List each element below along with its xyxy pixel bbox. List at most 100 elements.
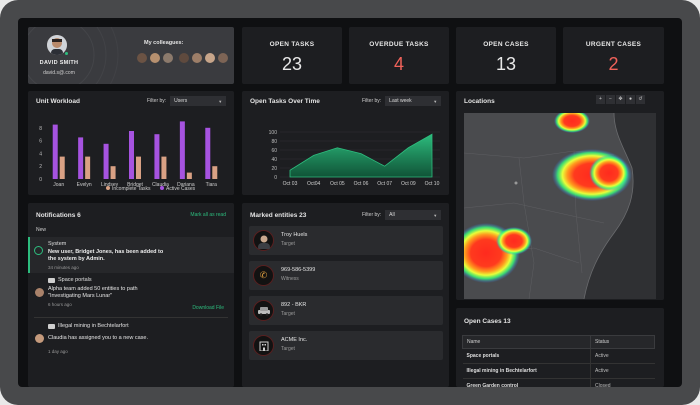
unread-indicator <box>28 237 30 273</box>
colleague-avatar[interactable] <box>205 53 215 63</box>
notification-item[interactable]: Space portals Alpha team added 50 entiti… <box>28 275 234 313</box>
colleague-avatar[interactable] <box>192 53 202 63</box>
column-header-status[interactable]: Status <box>590 335 655 349</box>
legend-label: Incomplete Tasks <box>112 186 151 192</box>
map-marker[interactable] <box>514 181 518 185</box>
x-tick-label: Dariana <box>177 182 195 188</box>
marked-entities-panel: Marked entities 23 Filter by: All ▼ Troy… <box>242 203 449 387</box>
bar-incomplete-tasks <box>186 172 192 179</box>
bar-active-cases <box>78 137 84 179</box>
pin-icon[interactable]: ● <box>626 95 635 104</box>
case-name: Illegal mining in Bechtelarfort <box>462 363 591 379</box>
heat-blob <box>589 155 629 191</box>
pan-icon[interactable]: ✥ <box>616 95 625 104</box>
radar-rings-decoration <box>28 27 119 84</box>
panel-title: Marked entities 23 <box>250 212 307 219</box>
case-name: Green Garden control <box>462 378 591 387</box>
x-tick-label: Oct 05 <box>330 181 345 187</box>
notification-title: System <box>48 241 67 247</box>
x-tick-label: Evelyn <box>77 182 92 188</box>
x-tick-label: Lindsey <box>101 182 119 188</box>
x-tick-label: Oct04 <box>307 181 321 187</box>
heat-blob <box>554 113 590 133</box>
entities-filter-select[interactable]: All ▼ <box>385 210 442 220</box>
table-row[interactable]: Space portals Active <box>462 348 655 364</box>
dashboard-screen: DAVID SMITH david.s@.com My colleagues: … <box>18 18 682 387</box>
mark-all-read-link[interactable]: Mark all as read <box>190 212 226 218</box>
stat-card-open-cases[interactable]: OPEN CASES 13 <box>456 27 556 84</box>
colleague-avatar[interactable] <box>218 53 228 63</box>
case-name: Space portals <box>462 348 591 364</box>
y-tick-label: 100 <box>269 130 278 136</box>
heat-map[interactable] <box>464 113 656 299</box>
x-tick-label: Joan <box>53 182 64 188</box>
colleague-avatar[interactable] <box>179 53 189 63</box>
x-tick-label: Oct 09 <box>401 181 416 187</box>
stat-card-overdue-tasks[interactable]: OVERDUE TASKS 4 <box>349 27 449 84</box>
x-tick-label: Oct 10 <box>425 181 440 187</box>
user-avatar[interactable] <box>47 35 67 55</box>
case-status: Active <box>590 363 655 379</box>
y-tick-label: 0 <box>274 175 277 181</box>
legend-label: Active Cases <box>166 186 196 192</box>
workload-filter-select[interactable]: Users ▼ <box>170 96 227 106</box>
profile-panel: DAVID SMITH david.s@.com My colleagues: <box>28 27 234 84</box>
entity-item[interactable]: 892 - BKR Target <box>249 296 443 325</box>
entity-item[interactable]: Troy Huels Target <box>249 226 443 255</box>
y-tick-label: 40 <box>271 157 277 163</box>
bar-incomplete-tasks <box>212 166 218 179</box>
notification-time: 1 day ago <box>48 349 68 354</box>
entity-item[interactable]: ✆ 969-586-5399 Witness <box>249 261 443 290</box>
x-tick-label: Oct 06 <box>354 181 369 187</box>
chevron-down-icon: ▼ <box>433 212 438 218</box>
map-toolbar: + − ✥ ● ↺ <box>596 95 645 104</box>
bar-active-cases <box>129 131 134 179</box>
notification-time: 6 hours ago <box>48 302 72 307</box>
colleague-avatar[interactable] <box>163 53 173 63</box>
workload-bar-chart: 0 2 4 6 8 Joan Evelyn Lindsey Bridget Claudia Dari… <box>39 121 218 192</box>
x-tick-label: Tiara <box>206 182 217 188</box>
bar-incomplete-tasks <box>161 156 167 179</box>
bar-incomplete-tasks <box>59 156 65 179</box>
reset-icon[interactable]: ↺ <box>636 95 645 104</box>
zoom-out-icon[interactable]: − <box>606 95 615 104</box>
x-tick-label: Oct 03 <box>283 181 298 187</box>
tasks-filter-select[interactable]: Last week ▼ <box>385 96 442 106</box>
building-icon <box>253 335 274 356</box>
folder-icon <box>48 324 55 329</box>
heat-blob <box>496 227 532 255</box>
colleague-avatar[interactable] <box>137 53 147 63</box>
notification-body: Claudia has assigned you to a new case. <box>48 335 148 341</box>
zoom-in-icon[interactable]: + <box>596 95 605 104</box>
divider <box>34 317 228 318</box>
entity-item[interactable]: ACME Inc. Target <box>249 331 443 360</box>
download-file-link[interactable]: Download File <box>192 305 224 311</box>
bar-active-cases <box>179 121 185 179</box>
panel-title: Unit Workload <box>36 98 80 105</box>
y-tick-label: 0 <box>39 177 42 183</box>
x-tick-label: Oct 07 <box>377 181 392 187</box>
stat-label: URGENT CASES <box>585 41 642 48</box>
bar-active-cases <box>52 124 58 179</box>
y-tick-label: 60 <box>271 148 277 154</box>
colleague-avatar[interactable] <box>150 53 160 63</box>
table-row[interactable]: Illegal mining in Bechtelarfort Active <box>462 363 655 379</box>
sender-avatar <box>35 288 44 297</box>
open-cases-panel: Open Cases 13 Name Status Space portals … <box>456 308 664 387</box>
column-header-name[interactable]: Name <box>462 335 591 349</box>
stat-card-open-tasks[interactable]: OPEN TASKS 23 <box>242 27 342 84</box>
table-row[interactable]: Green Garden control Closed <box>462 378 655 387</box>
notification-item[interactable]: Illegal mining in Bechtelarfort Claudia … <box>28 321 234 361</box>
legend-swatch-incomplete <box>106 186 110 190</box>
filter-label: Filter by: <box>362 98 382 104</box>
sender-avatar <box>35 334 44 343</box>
entities-filter: Filter by: All ▼ <box>362 210 442 220</box>
stat-card-urgent-cases[interactable]: URGENT CASES 2 <box>563 27 664 84</box>
y-tick-label: 80 <box>271 139 277 145</box>
notification-title: Illegal mining in Bechtelarfort <box>58 323 129 329</box>
coastline <box>583 113 634 299</box>
entity-type: Target <box>281 311 295 317</box>
notification-item[interactable]: System New user, Bridget Jones, has been… <box>28 237 234 273</box>
stat-label: OPEN CASES <box>483 41 529 48</box>
